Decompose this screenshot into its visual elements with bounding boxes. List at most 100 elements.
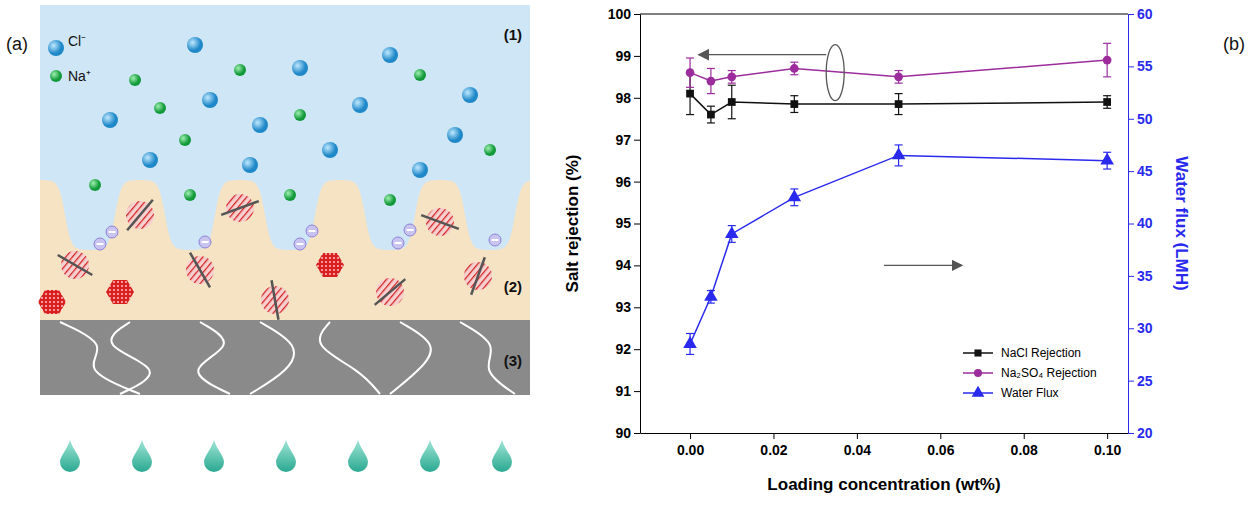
chloride-ion xyxy=(352,97,368,113)
feed-layer xyxy=(40,5,530,325)
nanorod xyxy=(127,200,153,231)
error-cap xyxy=(1103,152,1111,153)
layer-label: (3) xyxy=(504,352,522,369)
tick-mark xyxy=(634,182,640,183)
nanorod xyxy=(58,255,93,275)
water-drop xyxy=(204,440,224,472)
support-fiber xyxy=(250,322,294,394)
tick-label: 97 xyxy=(615,132,631,148)
chloride-ion xyxy=(462,87,478,103)
chloride-ion xyxy=(252,117,268,133)
tick-mark xyxy=(634,265,640,266)
negative-charge xyxy=(94,238,106,250)
nanorod xyxy=(272,280,279,319)
tick: 0.08 xyxy=(1011,433,1038,458)
tick: 60 xyxy=(1128,6,1153,22)
negative-charge xyxy=(404,224,416,236)
error-bar xyxy=(686,58,694,87)
error-cap xyxy=(686,114,694,115)
error-bar xyxy=(728,85,736,119)
tick-label: 20 xyxy=(1137,425,1153,441)
tick-label: 45 xyxy=(1137,163,1153,179)
tick-label: 30 xyxy=(1137,320,1153,336)
tick: 99 xyxy=(615,48,640,64)
tick-mark xyxy=(1128,433,1134,434)
sodium-ion xyxy=(234,64,246,76)
water-drop xyxy=(132,440,152,472)
tick: 50 xyxy=(1128,111,1153,127)
tick-label: 93 xyxy=(615,299,631,315)
data-point xyxy=(790,64,799,73)
data-point xyxy=(1103,98,1111,106)
tick-mark xyxy=(1128,171,1134,172)
water-drop xyxy=(492,440,512,472)
axis-line xyxy=(640,15,641,434)
tick-mark xyxy=(1128,14,1134,15)
chloride-ion xyxy=(382,47,398,63)
tick: 35 xyxy=(1128,268,1153,284)
nanosheet xyxy=(316,253,344,277)
tick-mark xyxy=(1024,433,1025,439)
data-point xyxy=(727,72,736,81)
chloride-ion xyxy=(322,142,338,158)
negative-charge xyxy=(306,225,318,237)
error-bar xyxy=(728,71,736,84)
data-point xyxy=(1100,153,1114,165)
error-cap xyxy=(895,165,903,166)
tick-label: 94 xyxy=(615,257,631,273)
tick-mark xyxy=(940,433,941,439)
legend-marker xyxy=(974,369,982,377)
tick-mark xyxy=(1128,381,1134,382)
series-line xyxy=(690,60,1107,81)
error-cap xyxy=(707,122,715,123)
error-cap xyxy=(728,242,736,243)
chloride-ion xyxy=(412,162,428,178)
sodium-ion xyxy=(294,109,306,121)
y2-axis-title: Water flux (LMH) xyxy=(1172,156,1191,290)
water-drop xyxy=(348,440,368,472)
error-cap xyxy=(728,118,736,119)
series-line xyxy=(690,155,1107,344)
error-bar xyxy=(1103,96,1111,109)
chloride-ion xyxy=(202,92,218,108)
tick-label: 55 xyxy=(1137,58,1153,74)
error-cap xyxy=(895,83,903,84)
tick: 40 xyxy=(1128,215,1153,231)
error-bar xyxy=(895,94,903,115)
error-cap xyxy=(686,354,694,355)
negative-charge xyxy=(106,226,118,238)
layer-label: (2) xyxy=(504,278,522,295)
error-bar xyxy=(707,106,715,123)
tick-label: 0.08 xyxy=(1011,442,1038,458)
water-drop xyxy=(420,440,440,472)
minus-sign xyxy=(395,242,402,244)
chloride-ion xyxy=(187,37,203,53)
data-point xyxy=(707,111,715,119)
error-cap xyxy=(790,188,798,189)
error-cap xyxy=(686,333,694,334)
tick-label: 0.10 xyxy=(1094,442,1121,458)
tick-label: 50 xyxy=(1137,111,1153,127)
tick-label: 60 xyxy=(1137,6,1153,22)
sodium-ion xyxy=(484,144,496,156)
negative-charge xyxy=(489,234,501,246)
tick: 96 xyxy=(615,174,640,190)
diagram: Cl⁻Na⁺(1)(2)(3) xyxy=(38,5,530,472)
series-line xyxy=(690,94,1107,115)
legend-label: Na⁺ xyxy=(68,68,91,84)
data-point xyxy=(704,289,718,301)
tick-mark xyxy=(634,391,640,392)
tick-mark xyxy=(1107,433,1108,439)
error-cap xyxy=(895,114,903,115)
layer-label: (1) xyxy=(504,26,522,43)
data-point xyxy=(728,98,736,106)
tick-mark xyxy=(1128,224,1134,225)
data-point xyxy=(892,148,906,160)
support-layer xyxy=(40,320,530,395)
tick-mark xyxy=(773,433,774,439)
sodium-ion xyxy=(184,189,196,201)
tick-label: 25 xyxy=(1137,373,1153,389)
error-cap xyxy=(707,303,715,304)
error-cap xyxy=(895,93,903,94)
axis: 0.000.020.040.060.080.10 xyxy=(641,433,1129,458)
